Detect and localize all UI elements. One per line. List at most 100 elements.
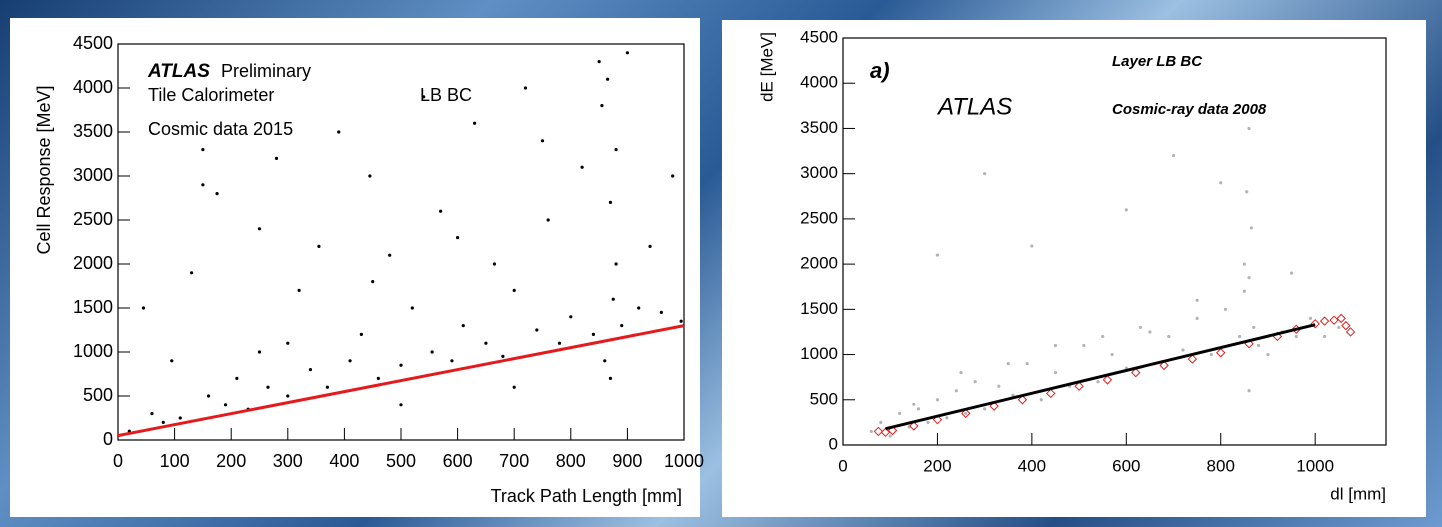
- data-point: [308, 368, 313, 372]
- data-point: [1242, 289, 1246, 293]
- x-tick-label: 800: [1207, 456, 1235, 475]
- x-tick-label: 0: [113, 451, 123, 471]
- data-point: [368, 174, 372, 178]
- profile-point: [1319, 316, 1330, 326]
- x-tick-label: 1000: [1296, 456, 1334, 475]
- data-point: [1082, 343, 1086, 348]
- data-point: [422, 95, 426, 99]
- data-point: [557, 341, 562, 345]
- y-tick-label: 1500: [800, 299, 838, 318]
- x-axis-label: Track Path Length [mm]: [491, 486, 682, 506]
- data-point: [945, 416, 949, 420]
- y-tick-label: 1000: [73, 341, 113, 361]
- data-point: [591, 332, 596, 336]
- data-point: [189, 271, 194, 275]
- y-tick-label: 3000: [800, 163, 838, 182]
- data-point: [625, 51, 630, 55]
- data-point: [512, 288, 516, 292]
- data-point: [1266, 352, 1270, 357]
- data-point: [637, 306, 641, 310]
- data-point: [1337, 325, 1341, 330]
- data-point: [879, 420, 883, 424]
- profile-point: [1102, 375, 1113, 385]
- profile-point: [1017, 395, 1028, 405]
- data-point: [1256, 343, 1261, 348]
- data-point: [659, 310, 663, 314]
- y-tick-label: 4500: [800, 27, 838, 46]
- profile-point: [1310, 319, 1320, 329]
- annotation: LB BC: [420, 85, 472, 105]
- y-tick-label: 500: [810, 389, 838, 408]
- data-point: [325, 385, 330, 389]
- annotation: Tile Calorimeter: [148, 85, 274, 105]
- data-point: [1096, 380, 1100, 384]
- x-tick-label: 500: [386, 451, 416, 471]
- profile-point: [880, 427, 891, 438]
- data-point: [523, 86, 528, 90]
- x-tick-label: 100: [160, 451, 190, 471]
- data-point: [912, 402, 916, 406]
- data-point: [1195, 298, 1199, 302]
- data-point: [608, 200, 613, 204]
- data-point: [215, 192, 219, 196]
- data-point: [1308, 316, 1313, 320]
- data-point: [1167, 334, 1171, 339]
- data-point: [648, 244, 652, 248]
- data-point: [540, 139, 545, 143]
- x-tick-label: 700: [499, 451, 529, 471]
- data-point: [605, 77, 610, 81]
- profile-point: [1046, 388, 1056, 399]
- profile-point: [887, 425, 898, 436]
- data-point: [512, 385, 516, 389]
- data-point: [388, 253, 392, 257]
- annotation: Cosmic-ray data 2008: [1112, 101, 1267, 118]
- x-tick-label: 400: [1018, 456, 1046, 475]
- y-axis-label: Cell Response [MeV]: [34, 85, 54, 254]
- data-point: [161, 420, 165, 424]
- data-point: [926, 420, 930, 424]
- data-point: [376, 376, 380, 380]
- data-point: [1242, 262, 1246, 266]
- data-point: [1289, 271, 1294, 275]
- data-point: [430, 350, 434, 354]
- profile-point: [1131, 367, 1141, 378]
- data-point: [1148, 330, 1152, 334]
- data-point: [935, 398, 940, 402]
- data-point: [461, 324, 465, 328]
- data-point: [1195, 316, 1199, 320]
- data-point: [1238, 334, 1242, 339]
- panel: [10, 18, 700, 517]
- data-point: [286, 341, 290, 345]
- data-point: [580, 165, 584, 169]
- data-point: [983, 407, 987, 411]
- data-point: [597, 60, 601, 64]
- data-point: [1245, 190, 1249, 194]
- data-point: [1247, 389, 1251, 393]
- data-point: [535, 328, 539, 332]
- data-point: [317, 244, 321, 248]
- data-point: [1053, 371, 1058, 375]
- y-tick-label: 2000: [73, 253, 113, 273]
- data-point: [1249, 226, 1254, 230]
- data-point: [206, 394, 211, 398]
- y-tick-label: 2500: [73, 209, 113, 229]
- y-tick-label: 1000: [800, 344, 838, 363]
- data-point: [935, 253, 940, 257]
- profile-point: [1345, 327, 1356, 337]
- data-point: [274, 156, 279, 160]
- x-tick-label: 900: [612, 451, 642, 471]
- data-point: [456, 236, 460, 240]
- data-point: [1294, 334, 1298, 339]
- profile-point: [932, 414, 943, 425]
- x-tick-label: 300: [273, 451, 303, 471]
- annotation: Cosmic data 2015: [148, 119, 293, 139]
- panel: [722, 20, 1426, 517]
- data-point: [439, 209, 443, 213]
- data-point: [1219, 181, 1223, 185]
- data-point: [1209, 352, 1213, 357]
- profile-point: [1336, 313, 1346, 324]
- data-point: [888, 434, 892, 438]
- profile-point: [1341, 320, 1351, 331]
- annotation: ATLAS: [936, 93, 1012, 120]
- data-point: [1138, 325, 1143, 330]
